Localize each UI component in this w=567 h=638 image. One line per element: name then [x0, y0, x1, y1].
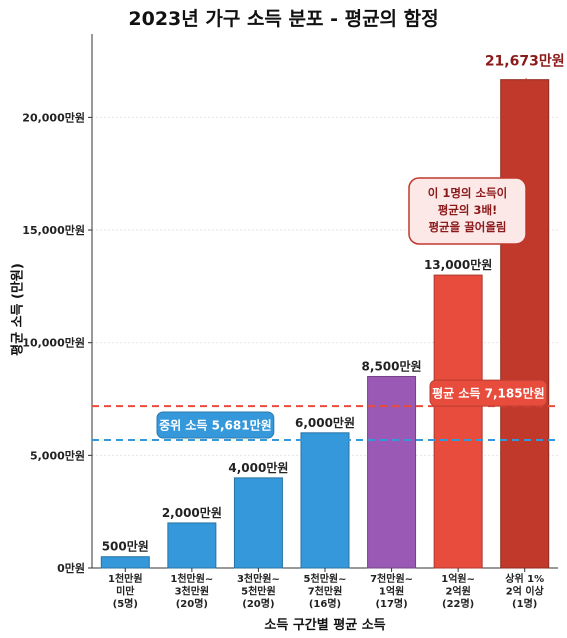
y-tick-label: 5,000만원	[30, 448, 85, 462]
y-tick-label: 20,000만원	[22, 110, 85, 124]
data-label: 2,000만원	[162, 505, 222, 520]
reference-label: 중위 소득 5,681만원	[159, 417, 272, 432]
bar	[100, 556, 150, 569]
annotation-arrow	[503, 77, 530, 179]
data-label: 6,000만원	[295, 415, 355, 430]
x-tick-label: 7천만원~ 1억원 (17명)	[370, 572, 413, 610]
x-tick-label: 1천만원 미만 (5명)	[108, 572, 143, 610]
y-tick-label: 10,000만원	[22, 336, 85, 350]
data-label: 13,000만원	[424, 257, 492, 272]
x-tick-label: 3천만원~ 5천만원 (20명)	[237, 572, 280, 610]
x-tick-label: 1억원~ 2억원 (22명)	[441, 572, 475, 610]
x-axis-label: 소득 구간별 평균 소득	[264, 618, 386, 633]
bar	[167, 522, 217, 569]
reference-label-box	[156, 411, 275, 439]
reference-label: 평균 소득 7,185만원	[432, 386, 545, 401]
data-label: 21,673만원	[485, 54, 565, 70]
data-label: 4,000만원	[228, 460, 288, 475]
annotation-box	[408, 177, 527, 245]
annotation-text: 이 1명의 소득이 평균의 3배! 평균을 끌어올림	[428, 186, 508, 234]
chart-title: 2023년 가구 소득 분포 - 평균의 함정	[128, 8, 439, 30]
y-tick-label: 15,000만원	[22, 223, 85, 237]
bar	[500, 79, 550, 569]
y-tick-label: 0만원	[57, 561, 85, 575]
data-label: 500만원	[102, 539, 149, 554]
data-label: 8,500만원	[362, 358, 422, 373]
bar	[367, 375, 417, 569]
reference-label-box	[429, 379, 548, 407]
x-tick-label: 5천만원~ 7천만원 (16명)	[304, 572, 347, 610]
x-tick-label: 1천만원~ 3천만원 (20명)	[170, 572, 213, 610]
bar	[233, 477, 283, 569]
x-tick-label: 상위 1% 2억 이상 (1명)	[505, 572, 544, 610]
bar	[433, 274, 483, 569]
bar	[300, 432, 350, 569]
